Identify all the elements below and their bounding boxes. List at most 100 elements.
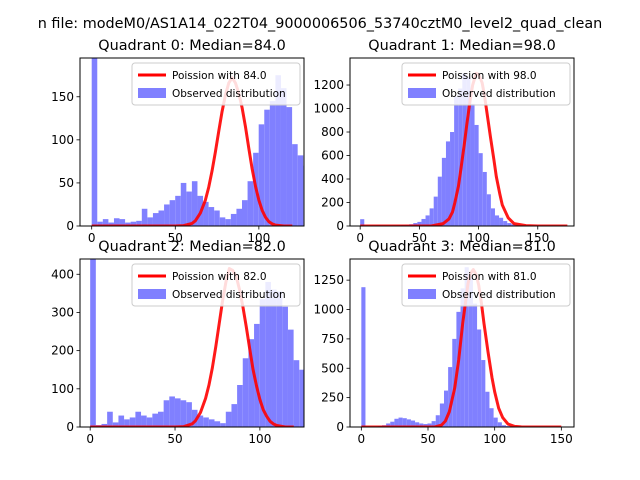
x-tick-label: 100 <box>248 432 271 446</box>
histogram-bar <box>225 219 231 226</box>
y-tick-label: 750 <box>321 332 344 346</box>
histogram-bar <box>433 196 438 226</box>
histogram-bar <box>490 208 495 226</box>
y-tick-label: 500 <box>321 361 344 375</box>
histogram-bar <box>441 157 446 226</box>
histogram-bar <box>141 208 148 226</box>
histogram-bar <box>97 221 103 226</box>
histogram-bar <box>169 396 175 427</box>
y-tick-label: 100 <box>51 133 74 147</box>
y-tick-label: 250 <box>321 391 344 405</box>
histogram-bar <box>299 369 304 427</box>
x-tick-label: 100 <box>467 231 490 245</box>
histogram-bar <box>158 210 165 226</box>
x-tick-label: 0 <box>356 231 364 245</box>
histogram-bar <box>275 75 281 226</box>
subplot-quadrant-2: 0 50 100 0 100 200 300 400 Quadrant 2: Median=82… <box>51 239 305 446</box>
axes-frame <box>349 258 575 428</box>
histogram-bar <box>448 367 453 427</box>
x-tick-label: 50 <box>167 432 182 446</box>
histogram-bar <box>410 420 416 427</box>
histogram-bar <box>271 289 277 427</box>
plot-area <box>360 71 568 226</box>
histogram-bar <box>486 194 491 226</box>
histogram-bar <box>429 208 434 226</box>
histogram-bar <box>485 391 490 427</box>
histogram-bar <box>152 213 159 226</box>
histogram-bar <box>489 408 494 427</box>
histogram-bar <box>146 417 153 427</box>
histogram-bar <box>180 400 187 427</box>
histogram-bar <box>214 421 221 427</box>
x-tick-label: 0 <box>88 231 96 245</box>
histogram-bar <box>180 182 187 226</box>
histogram-bar <box>482 171 487 226</box>
subplot-title: Quadrant 0: Median=84.0 <box>98 38 286 54</box>
histogram-bar <box>472 303 478 427</box>
histogram-bar <box>124 419 130 427</box>
histogram-bar <box>464 267 469 427</box>
histogram-bar <box>113 218 120 226</box>
histogram-bar <box>444 390 449 427</box>
histogram-bar <box>157 411 164 427</box>
y-tick-label: 300 <box>51 305 74 319</box>
x-tick-label: 150 <box>550 432 573 446</box>
histogram-bar <box>236 208 242 226</box>
histogram-bar <box>292 144 298 226</box>
histogram-bar <box>494 215 500 226</box>
histogram-bar <box>230 213 237 226</box>
histogram-bar <box>511 224 516 226</box>
histogram-bar <box>287 329 294 427</box>
legend-bar-swatch <box>138 88 166 98</box>
histogram-bar <box>248 339 255 427</box>
histogram-bar <box>208 419 215 427</box>
histogram-bar <box>231 404 238 427</box>
legend: Poission with 81.0 Observed distribution <box>401 263 571 307</box>
histogram-bar <box>269 101 276 226</box>
legend-box <box>131 263 301 307</box>
histogram-bar <box>91 58 98 226</box>
histogram-bar <box>125 222 131 226</box>
histogram-bar <box>112 422 119 427</box>
legend-label-observed: Observed distribution <box>442 88 556 100</box>
histogram-bar <box>431 421 436 427</box>
histogram-bar <box>90 259 96 427</box>
axes-frame <box>79 258 305 428</box>
legend-box <box>131 62 301 106</box>
histogram-bar <box>507 223 512 226</box>
histogram-bar <box>458 88 463 226</box>
histogram-bar <box>118 415 125 427</box>
histogram-bar <box>191 409 198 427</box>
y-tick-label: 0 <box>336 420 344 434</box>
x-tick-label: 100 <box>247 231 270 245</box>
histogram-bar <box>219 217 226 226</box>
y-tick-label: 1000 <box>313 102 344 116</box>
y-tick-label: 600 <box>321 149 344 163</box>
histogram-bar <box>163 400 170 427</box>
x-tick-label: 50 <box>168 231 183 245</box>
plot-area <box>361 267 568 427</box>
y-tick-label: 0 <box>66 420 74 434</box>
histogram-bar <box>499 217 504 226</box>
histogram-bar <box>197 415 204 427</box>
histogram-bar <box>466 76 471 226</box>
histogram-bar <box>477 329 482 427</box>
histogram-bar <box>208 207 215 226</box>
histogram-bar <box>501 425 506 427</box>
histogram-bar <box>203 417 209 427</box>
histogram-bar <box>203 201 209 226</box>
y-tick-label: 400 <box>321 172 344 186</box>
histogram-bar <box>361 287 366 427</box>
histogram-bar <box>417 221 422 226</box>
legend-bar-swatch <box>138 289 166 299</box>
y-tick-label: 0 <box>336 219 344 233</box>
x-tick-label: 50 <box>420 432 435 446</box>
x-tick-label: 50 <box>412 231 427 245</box>
histogram-bar <box>280 88 287 226</box>
histogram-bar <box>254 323 260 427</box>
histogram-bar <box>101 423 108 427</box>
histogram-bar <box>481 360 486 427</box>
histogram-bar <box>454 96 459 226</box>
histogram-bar <box>129 417 136 427</box>
